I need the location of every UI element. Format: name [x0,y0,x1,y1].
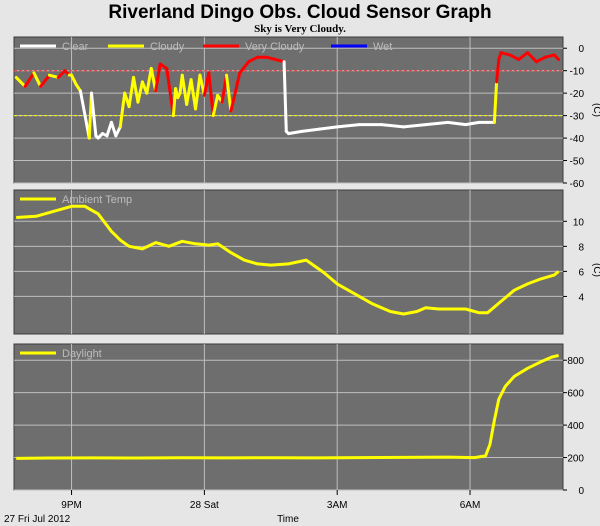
plot-area [13,36,564,184]
series-segment [23,71,36,88]
panel-daylight: 0 200 400 600 800 Daylight [13,343,584,497]
series-segment [136,80,144,104]
y-tick-label: 4 [578,292,584,303]
panel-cloud: 0 -10 -20 -30 -40 -50 -60 (C) Clear Cloudy Very Cl… [13,36,600,190]
series-segment [335,123,361,129]
series-segment [282,60,288,133]
y-axis-unit: (C) [591,263,600,277]
chart-title: Riverland Dingo Obs. Cloud Sensor Graph [108,2,491,23]
series-segment [145,66,153,95]
series-segment [47,73,60,79]
series-segment [78,89,91,140]
series-segment [225,73,233,113]
series-segment [194,73,202,111]
footer-date: 27 Fri Jul 2012 [4,514,71,525]
series-segment [402,123,428,129]
legend-label: Cloudy [150,41,185,53]
y-tick-label: -60 [570,179,585,190]
legend-label: Daylight [62,348,102,360]
legend-label: Wet [373,41,392,53]
legend-label: Clear [62,41,89,53]
y-tick-label: 6 [578,267,584,278]
y-tick-label: 8 [578,242,584,253]
x-tick-label: 3AM [327,500,348,511]
series-segment [32,71,43,88]
y-tick-label: 10 [573,217,585,228]
series-segment [247,55,260,64]
legend-label: Very Cloudy [245,41,305,53]
y-tick-label: 600 [567,389,584,400]
series-segment [207,71,215,118]
chart-subtitle: Sky is Very Cloudy. [254,23,346,35]
series-segment [424,120,450,127]
y-tick-label: -50 [570,157,585,168]
series-segment [39,73,51,88]
y-axis-unit: (C) [591,103,600,117]
y-tick-label: 400 [567,421,584,432]
series-segment [526,51,538,64]
panel-ambient-temp: 4 6 8 10 (C) Ambient Temp [13,189,600,335]
series-line [16,204,560,316]
series-segment [238,60,251,75]
series-segment [109,120,118,138]
series-line [16,353,559,460]
series-segment [114,125,122,138]
series-segment [464,120,481,127]
series-segment [495,57,501,84]
series-segment [508,53,521,61]
plot-area [13,343,564,491]
x-axis-title: Time [277,514,299,525]
legend-label: Ambient Temp [62,194,132,206]
series-segment [127,75,136,109]
series-segment [317,125,339,131]
series-segment [14,75,27,88]
series-segment [56,69,67,79]
series-segment [543,53,556,59]
y-tick-label: 0 [578,44,584,55]
series-segment [154,62,162,93]
series-segment [165,66,175,118]
series-segment [118,91,127,129]
series-segment [89,91,98,138]
series-segment [517,51,530,61]
series-segment [264,55,277,61]
panels: 0 -10 -20 -30 -40 -50 -60 (C) Clear Cloudy Very Cl… [13,36,600,497]
x-tick-label: 9PM [61,500,82,511]
y-tick-label: 200 [567,454,584,465]
series-segment [70,73,78,86]
x-tick-label: 6AM [460,500,481,511]
series-segment [211,93,220,118]
y-tick-label: -30 [570,112,585,123]
series-segment [499,51,512,57]
y-tick-label: -10 [570,67,585,78]
series-segment [132,75,140,104]
series-segment [534,55,547,64]
series-segment [552,53,561,61]
y-tick-label: 800 [567,356,584,367]
series-segment [379,123,406,129]
series-segment [287,129,304,136]
y-tick-label: -20 [570,89,585,100]
y-tick-label: -40 [570,134,585,145]
y-tick-label: 0 [578,486,584,497]
series-segment [273,57,286,64]
x-axis: 9PM 28 Sat 3AM 6AM [61,490,480,511]
series-segment [180,73,189,106]
series-segment [300,127,321,133]
series-segment [492,80,499,124]
series-segment [229,71,242,113]
x-tick-label: 28 Sat [190,500,219,511]
series-segment [446,120,468,127]
